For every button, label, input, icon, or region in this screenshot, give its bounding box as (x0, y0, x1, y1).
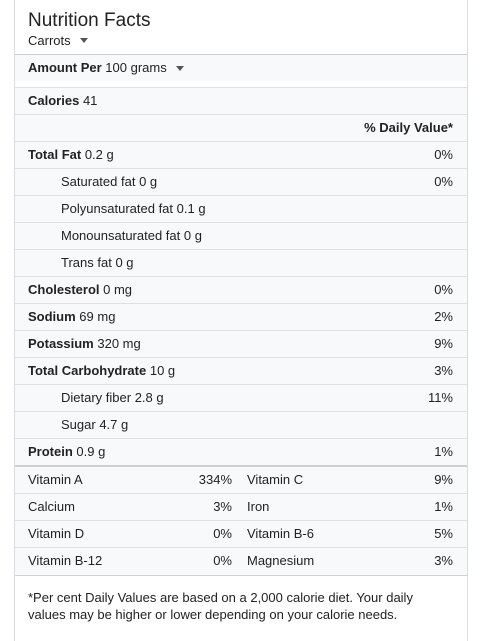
vitamin-name: Vitamin C (247, 472, 304, 487)
nutrient-label: Protein (28, 444, 73, 459)
vitamin-row: Vitamin A 334% Vitamin C 9% (15, 465, 467, 493)
daily-value-footnote: *Per cent Daily Values are based on a 2,… (15, 575, 467, 641)
vitamin-pct: 9% (434, 472, 453, 487)
food-selector[interactable]: Carrots (28, 33, 88, 48)
vitamin-pct: 0% (213, 526, 232, 541)
vitamin-row: Vitamin D 0% Vitamin B-6 5% (15, 520, 467, 547)
nutrient-pct: 0% (434, 282, 453, 297)
nutrient-label: Polyunsaturated fat (61, 201, 174, 216)
nutrient-row-cholesterol: Cholesterol 0 mg 0% (15, 276, 467, 303)
vitamin-name: Vitamin A (28, 472, 83, 487)
nutrient-row-sodium: Sodium 69 mg 2% (15, 303, 467, 330)
nutrient-row-polyunsaturated-fat: Polyunsaturated fat 0.1 g (15, 195, 467, 222)
vitamin-pct: 1% (434, 499, 453, 514)
food-name: Carrots (28, 33, 71, 48)
nutrient-pct: 9% (434, 336, 453, 351)
nutrient-label: Total Fat (28, 147, 82, 162)
nutrient-pct: 0% (434, 147, 453, 162)
nutrient-pct: 2% (434, 309, 453, 324)
nutrient-label: Dietary fiber (61, 390, 132, 405)
nutrient-pct: 1% (434, 444, 453, 459)
nutrient-amount: 0 g (115, 255, 134, 270)
nutrient-pct: 0% (434, 174, 453, 189)
nutrient-row-saturated-fat: Saturated fat 0 g 0% (15, 168, 467, 195)
nutrient-row-monounsaturated-fat: Monounsaturated fat 0 g (15, 222, 467, 249)
nutrient-amount: 2.8 g (134, 390, 164, 405)
serving-size-value: 100 grams (105, 60, 167, 75)
nutrient-amount: 4.7 g (99, 417, 129, 432)
nutrient-label: Sugar (61, 417, 96, 432)
nutrient-amount: 0.1 g (176, 201, 206, 216)
nutrient-row-total-fat: Total Fat 0.2 g 0% (15, 141, 467, 168)
nutrient-pct: 11% (427, 390, 453, 405)
vitamin-pct: 3% (213, 499, 232, 514)
vitamin-name: Vitamin B-6 (247, 526, 314, 541)
amount-per-label: Amount Per (28, 60, 102, 75)
calories-row: Calories 41 (15, 87, 467, 114)
nutrient-label: Potassium (28, 336, 94, 351)
nutrient-row-trans-fat: Trans fat 0 g (15, 249, 467, 276)
nutrient-label: Sodium (28, 309, 76, 324)
nutrition-facts-card: Nutrition Facts Carrots Amount Per 100 g… (14, 0, 468, 641)
chevron-down-icon (175, 65, 184, 71)
nutrient-amount: 0 g (139, 174, 158, 189)
vitamin-pct: 5% (434, 526, 453, 541)
daily-value-header: % Daily Value* (364, 120, 453, 135)
nutrient-amount: 0 mg (103, 282, 133, 297)
vitamin-row: Calcium 3% Iron 1% (15, 493, 467, 520)
nutrient-amount: 0.9 g (76, 444, 106, 459)
vitamin-row: Vitamin B-12 0% Magnesium 3% (15, 547, 467, 575)
vitamin-name: Magnesium (247, 553, 315, 568)
vitamin-name: Vitamin D (28, 526, 85, 541)
calories-value: 41 (82, 93, 98, 108)
nutrient-amount: 0.2 g (84, 147, 114, 162)
nutrient-label: Saturated fat (61, 174, 136, 189)
nutrient-amount: 320 mg (97, 336, 141, 351)
nutrient-pct: 3% (434, 363, 453, 378)
nutrient-row-sugar: Sugar 4.7 g (15, 411, 467, 438)
vitamin-name: Calcium (28, 499, 75, 514)
vitamin-pct: 0% (213, 553, 232, 568)
nutrient-row-protein: Protein 0.9 g 1% (15, 438, 467, 465)
nutrient-label: Cholesterol (28, 282, 100, 297)
chevron-down-icon (79, 38, 88, 43)
daily-value-header-row: % Daily Value* (15, 114, 467, 141)
nutrient-label: Total Carbohydrate (28, 363, 147, 378)
nutrient-label: Monounsaturated fat (61, 228, 181, 243)
nutrient-label: Trans fat (61, 255, 112, 270)
serving-size-selector[interactable]: Amount Per 100 grams (28, 55, 184, 81)
vitamin-name: Vitamin B-12 (28, 553, 103, 568)
nutrient-row-total-carbohydrate: Total Carbohydrate 10 g 3% (15, 357, 467, 384)
amount-per-row: Amount Per 100 grams (15, 54, 467, 81)
vitamin-pct: 3% (434, 553, 453, 568)
vitamin-pct: 334% (198, 472, 232, 487)
nutrient-row-potassium: Potassium 320 mg 9% (15, 330, 467, 357)
vitamin-name: Iron (247, 499, 270, 514)
nutrient-amount: 69 mg (79, 309, 116, 324)
nutrient-row-dietary-fiber: Dietary fiber 2.8 g 11% (15, 384, 467, 411)
nutrition-title: Nutrition Facts (28, 10, 151, 31)
nutrient-amount: 10 g (149, 363, 176, 378)
nutrient-amount: 0 g (183, 228, 202, 243)
calories-label: Calories (28, 93, 80, 108)
